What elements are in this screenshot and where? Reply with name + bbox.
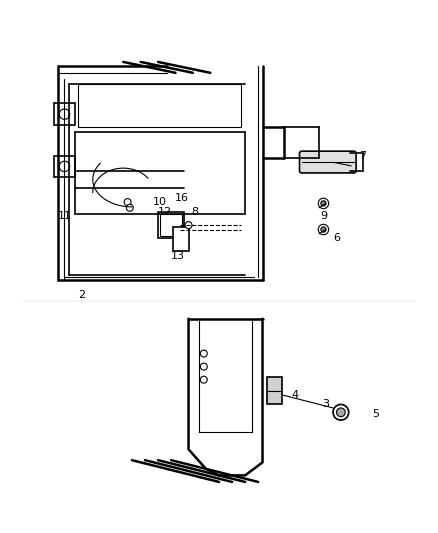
Bar	[53, 103, 75, 125]
Text: 16: 16	[175, 193, 189, 203]
Bar	[158, 212, 184, 238]
Text: 6: 6	[333, 233, 340, 243]
Text: 11: 11	[57, 212, 71, 221]
Text: 8: 8	[191, 207, 198, 217]
Bar	[267, 377, 282, 403]
Circle shape	[318, 198, 328, 208]
Circle shape	[318, 224, 328, 235]
FancyBboxPatch shape	[300, 151, 356, 173]
Text: 9: 9	[320, 212, 327, 221]
Text: 12: 12	[158, 207, 172, 217]
Text: 13: 13	[171, 251, 185, 261]
Circle shape	[321, 227, 326, 232]
Circle shape	[333, 405, 349, 420]
Circle shape	[124, 199, 131, 206]
Text: 10: 10	[153, 197, 167, 207]
Circle shape	[200, 350, 207, 357]
Circle shape	[59, 161, 70, 172]
Text: 2: 2	[78, 290, 85, 300]
Circle shape	[321, 201, 326, 206]
Text: 7: 7	[359, 150, 366, 160]
Circle shape	[59, 109, 70, 119]
Circle shape	[200, 376, 207, 383]
Bar	[173, 228, 188, 251]
Bar	[53, 156, 75, 177]
Bar	[160, 214, 182, 236]
Circle shape	[336, 408, 345, 417]
Circle shape	[185, 222, 192, 229]
Text: 4: 4	[292, 390, 299, 400]
Circle shape	[200, 363, 207, 370]
Text: 5: 5	[372, 409, 379, 418]
Circle shape	[126, 204, 133, 211]
Text: 3: 3	[322, 399, 329, 409]
